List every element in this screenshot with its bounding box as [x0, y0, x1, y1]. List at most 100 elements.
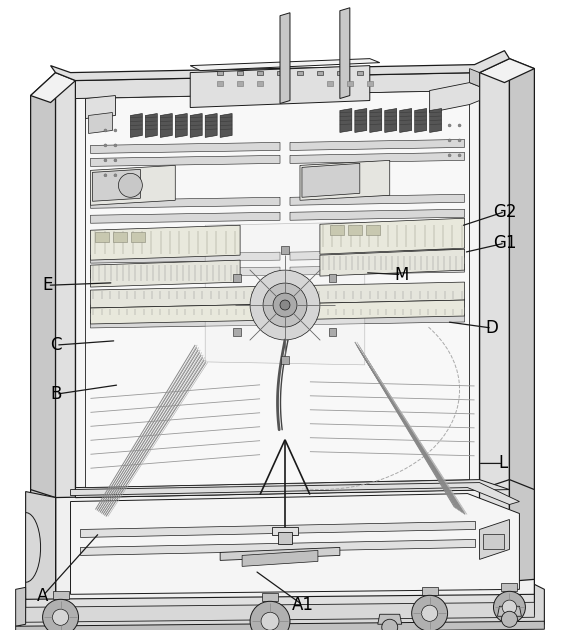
Bar — [327, 81, 333, 86]
Polygon shape — [91, 282, 465, 308]
Circle shape — [458, 124, 461, 127]
Polygon shape — [262, 593, 278, 601]
Bar — [330, 225, 344, 235]
Bar — [234, 274, 242, 281]
Circle shape — [114, 159, 117, 162]
Polygon shape — [190, 66, 370, 107]
Circle shape — [448, 154, 451, 157]
Polygon shape — [91, 143, 280, 153]
Polygon shape — [91, 165, 175, 205]
Circle shape — [280, 300, 290, 310]
Polygon shape — [320, 249, 465, 276]
Polygon shape — [75, 480, 509, 498]
Circle shape — [273, 293, 297, 317]
Polygon shape — [501, 583, 517, 591]
Bar — [348, 225, 362, 235]
Polygon shape — [175, 114, 187, 138]
Circle shape — [263, 283, 307, 327]
Polygon shape — [220, 548, 340, 560]
Polygon shape — [242, 550, 318, 567]
Circle shape — [42, 599, 79, 631]
Polygon shape — [50, 50, 509, 81]
Text: B: B — [50, 385, 62, 403]
Polygon shape — [479, 59, 534, 83]
Polygon shape — [290, 314, 465, 325]
Text: G2: G2 — [493, 203, 517, 221]
Polygon shape — [430, 109, 441, 133]
Polygon shape — [205, 114, 217, 138]
Polygon shape — [290, 209, 465, 220]
Polygon shape — [205, 222, 365, 365]
Circle shape — [422, 605, 438, 622]
Bar — [113, 232, 127, 242]
Bar — [278, 533, 292, 545]
Polygon shape — [479, 519, 509, 560]
Polygon shape — [91, 155, 280, 167]
Polygon shape — [92, 169, 140, 201]
Polygon shape — [91, 260, 240, 287]
Polygon shape — [75, 73, 479, 98]
Bar — [272, 528, 298, 536]
Polygon shape — [25, 599, 534, 612]
Polygon shape — [16, 622, 544, 631]
Polygon shape — [80, 521, 475, 538]
Polygon shape — [470, 69, 479, 86]
Bar — [96, 232, 109, 242]
Polygon shape — [71, 483, 520, 505]
Bar — [281, 356, 289, 364]
Bar — [482, 534, 504, 550]
Bar — [237, 71, 243, 74]
Bar — [317, 71, 323, 74]
Bar — [257, 81, 263, 86]
Circle shape — [250, 601, 290, 631]
Polygon shape — [91, 212, 280, 223]
Polygon shape — [31, 73, 75, 102]
Polygon shape — [385, 109, 397, 133]
Polygon shape — [290, 153, 465, 163]
Polygon shape — [290, 194, 465, 205]
Polygon shape — [25, 492, 55, 604]
Polygon shape — [290, 299, 465, 310]
Text: E: E — [42, 276, 53, 294]
Circle shape — [114, 129, 117, 132]
Polygon shape — [75, 73, 479, 498]
Bar — [257, 71, 263, 74]
Bar — [234, 329, 242, 336]
Polygon shape — [16, 587, 25, 626]
Polygon shape — [190, 59, 380, 71]
Polygon shape — [430, 83, 479, 112]
Polygon shape — [320, 218, 465, 254]
Polygon shape — [340, 8, 350, 98]
Polygon shape — [91, 225, 240, 260]
Circle shape — [104, 144, 107, 147]
Polygon shape — [145, 114, 157, 138]
Polygon shape — [20, 584, 544, 629]
Polygon shape — [80, 540, 475, 555]
Circle shape — [501, 611, 517, 627]
Polygon shape — [422, 587, 438, 595]
Polygon shape — [479, 59, 509, 560]
Circle shape — [104, 174, 107, 177]
Polygon shape — [498, 606, 521, 616]
Text: M: M — [395, 266, 409, 283]
Polygon shape — [91, 198, 280, 208]
Polygon shape — [55, 490, 534, 604]
Polygon shape — [302, 163, 360, 198]
Bar — [328, 329, 337, 336]
Text: L: L — [499, 454, 508, 473]
Polygon shape — [53, 591, 68, 599]
Polygon shape — [85, 95, 115, 119]
Polygon shape — [130, 114, 142, 138]
Circle shape — [250, 270, 320, 340]
Circle shape — [494, 591, 525, 623]
Polygon shape — [25, 512, 41, 582]
Bar — [277, 71, 283, 74]
Polygon shape — [509, 59, 534, 550]
Bar — [367, 81, 373, 86]
Polygon shape — [160, 114, 172, 138]
Polygon shape — [415, 109, 427, 133]
Circle shape — [114, 174, 117, 177]
Polygon shape — [220, 114, 232, 138]
Bar — [347, 81, 353, 86]
Bar — [328, 274, 337, 281]
